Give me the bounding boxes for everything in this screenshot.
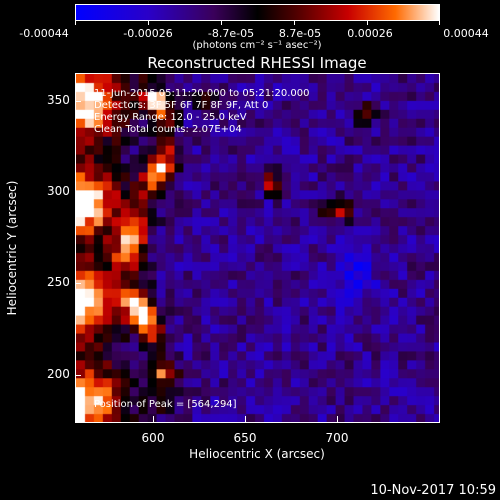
colorbar-tick-label: -0.00026 (123, 27, 173, 40)
colorbar-tick-label: -0.00044 (19, 27, 69, 40)
y-tick-label: 250 (47, 275, 70, 289)
colorbar-tick (75, 20, 76, 25)
colorbar-tick-label: 8.7e-05 (278, 27, 322, 40)
footer-timestamp: 10-Nov-2017 10:59 (370, 483, 496, 498)
y-tick-mark (75, 375, 81, 376)
x-axis-label: Heliocentric X (arcsec) (189, 447, 325, 461)
colorbar-tick-label: -8.7e-05 (207, 27, 255, 40)
colorbar-tick-label: 0.00044 (443, 27, 489, 40)
peak-position: Position of Peak = [564,294] (94, 399, 237, 410)
colorbar-tick (148, 20, 149, 25)
y-tick-mark (75, 283, 81, 284)
info-time-range: 11-Jun-2015 05:11:20.000 to 05:21:20.000 (94, 88, 310, 99)
y-axis-label: Heliocentric Y (arcsec) (5, 180, 19, 316)
colorbar (75, 4, 440, 21)
x-tick-mark (153, 416, 154, 422)
x-tick-label: 700 (325, 431, 349, 445)
y-tick-mark (75, 192, 81, 193)
plot-area: 11-Jun-2015 05:11:20.000 to 05:21:20.000… (75, 73, 440, 423)
x-tick-mark (337, 416, 338, 422)
x-tick-label: 600 (141, 431, 165, 445)
info-detectors: Detectors: 3F 5F 6F 7F 8F 9F, Att 0 (94, 100, 269, 111)
heatmap-image (76, 74, 439, 422)
y-tick-mark (75, 101, 81, 102)
info-clean-counts: Clean Total counts: 2.07E+04 (94, 124, 242, 135)
colorbar-tick (439, 20, 440, 25)
info-energy-range: Energy Range: 12.0 - 25.0 keV (94, 112, 247, 123)
colorbar-units: (photons cm⁻² s⁻¹ asec⁻²) (192, 40, 322, 51)
x-tick-label: 650 (233, 431, 257, 445)
colorbar-tick (367, 20, 368, 25)
colorbar-tick-label: 0.00026 (347, 27, 393, 40)
colorbar-tick (221, 20, 222, 25)
y-tick-label: 300 (47, 184, 70, 198)
y-tick-label: 350 (47, 93, 70, 107)
plot-title: Reconstructed RHESSI Image (147, 54, 367, 72)
x-tick-mark (245, 416, 246, 422)
y-tick-label: 200 (47, 367, 70, 381)
colorbar-tick (294, 20, 295, 25)
